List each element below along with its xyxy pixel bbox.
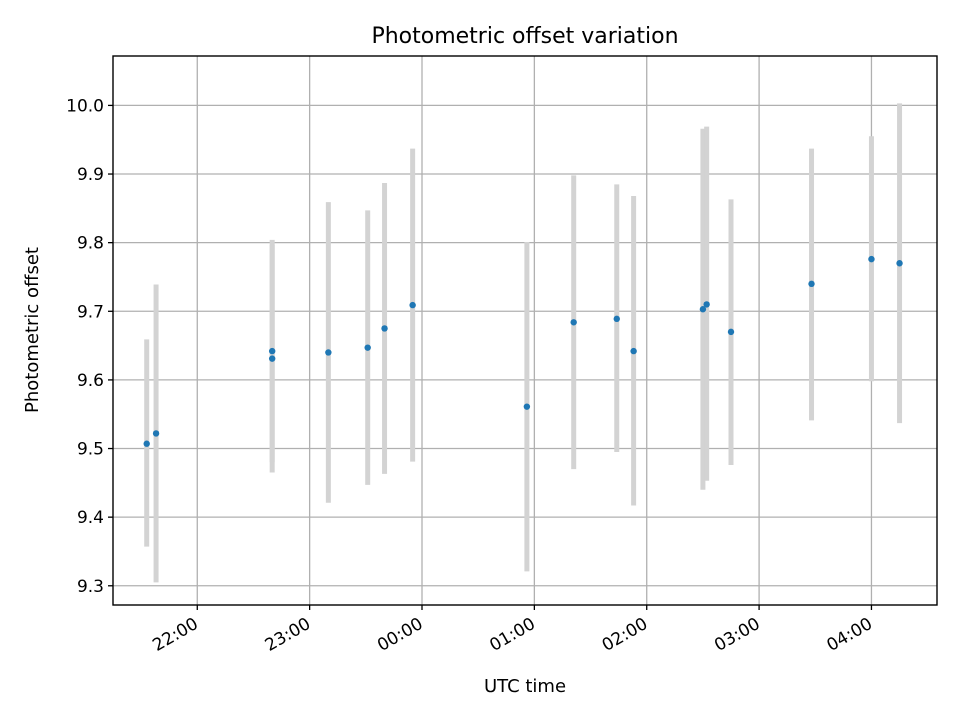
x-tick-label: 22:00 bbox=[149, 614, 201, 656]
x-axis-label: UTC time bbox=[484, 676, 566, 697]
y-tick-label: 9.6 bbox=[77, 371, 104, 391]
x-tick-label: 23:00 bbox=[262, 614, 314, 656]
data-point bbox=[699, 306, 707, 313]
x-tick-label: 04:00 bbox=[824, 614, 876, 656]
y-tick-label: 9.9 bbox=[77, 165, 104, 185]
data-point bbox=[152, 430, 160, 437]
y-axis-label: Photometric offset bbox=[22, 247, 43, 413]
data-point bbox=[268, 347, 276, 355]
data-point bbox=[523, 403, 531, 410]
x-tick-label: 01:00 bbox=[486, 614, 538, 656]
y-tick-label: 9.8 bbox=[77, 234, 104, 254]
data-points bbox=[143, 255, 903, 447]
data-point bbox=[409, 301, 416, 309]
data-point bbox=[808, 280, 815, 288]
data-point bbox=[613, 315, 620, 323]
data-point bbox=[268, 355, 276, 362]
y-tick-label: 9.5 bbox=[77, 440, 104, 460]
plot-frame bbox=[112, 55, 938, 606]
chart-title: Photometric offset variation bbox=[371, 24, 678, 49]
y-tick-label: 9.3 bbox=[77, 577, 104, 597]
data-point bbox=[364, 344, 371, 351]
x-axis-ticks: 22:00 23:00 00:00 01:00 02:00 03:00 04:00 bbox=[149, 605, 876, 656]
y-tick-label: 9.7 bbox=[77, 302, 104, 322]
data-point bbox=[570, 319, 577, 326]
x-tick-label: 03:00 bbox=[711, 614, 763, 656]
data-point bbox=[325, 349, 332, 356]
data-point bbox=[381, 325, 388, 332]
y-axis-ticks: 9.3 9.4 9.5 9.6 9.7 9.8 9.9 10.0 bbox=[66, 96, 113, 597]
data-point bbox=[727, 328, 735, 336]
data-point bbox=[630, 347, 637, 355]
data-point bbox=[868, 255, 875, 263]
x-tick-label: 02:00 bbox=[599, 614, 651, 656]
data-point bbox=[703, 301, 710, 308]
data-point bbox=[143, 440, 150, 447]
y-tick-label: 9.4 bbox=[77, 508, 104, 528]
data-point bbox=[896, 260, 903, 267]
error-bars bbox=[144, 103, 903, 583]
x-tick-label: 00:00 bbox=[374, 614, 426, 656]
y-tick-label: 10.0 bbox=[66, 96, 104, 116]
